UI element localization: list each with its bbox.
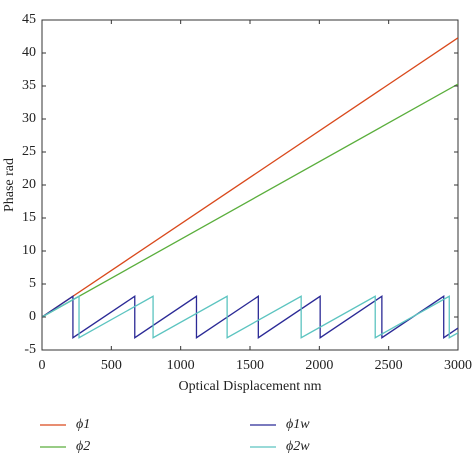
series-line xyxy=(42,295,458,339)
y-tick-label: 40 xyxy=(22,45,36,60)
y-tick-label: 25 xyxy=(22,144,36,159)
x-tick-label: 1500 xyxy=(236,358,264,373)
y-tick-label: 10 xyxy=(22,243,36,258)
y-axis-label: Phase rad xyxy=(2,158,17,212)
y-tick-label: 45 xyxy=(22,12,36,27)
y-tick-label: 30 xyxy=(22,111,36,126)
series-line xyxy=(42,295,458,339)
series-line xyxy=(42,37,458,318)
x-tick-label: 2000 xyxy=(305,358,333,373)
y-tick-label: 15 xyxy=(22,210,36,225)
x-tick-label: 2500 xyxy=(375,358,403,373)
y-tick-label: 20 xyxy=(22,177,36,192)
y-tick-label: 35 xyxy=(22,78,36,93)
x-tick-label: 0 xyxy=(39,358,46,373)
plot-lines xyxy=(42,37,458,339)
y-tick-label: 5 xyxy=(29,276,36,291)
series-line xyxy=(42,83,458,318)
x-tick-label: 500 xyxy=(101,358,122,373)
y-tick-label: -5 xyxy=(24,342,36,357)
legend-label: ϕ1 xyxy=(76,417,90,432)
plot-frame xyxy=(41,19,459,351)
y-tick-label: 0 xyxy=(29,309,36,324)
legend-label: ϕ2w xyxy=(286,439,310,454)
x-axis-label: Optical Displacement nm xyxy=(178,379,321,394)
x-tick-label: 1000 xyxy=(167,358,195,373)
x-tick-label: 3000 xyxy=(444,358,472,373)
legend-label: ϕ1w xyxy=(286,417,310,432)
legend-label: ϕ2 xyxy=(76,439,90,454)
